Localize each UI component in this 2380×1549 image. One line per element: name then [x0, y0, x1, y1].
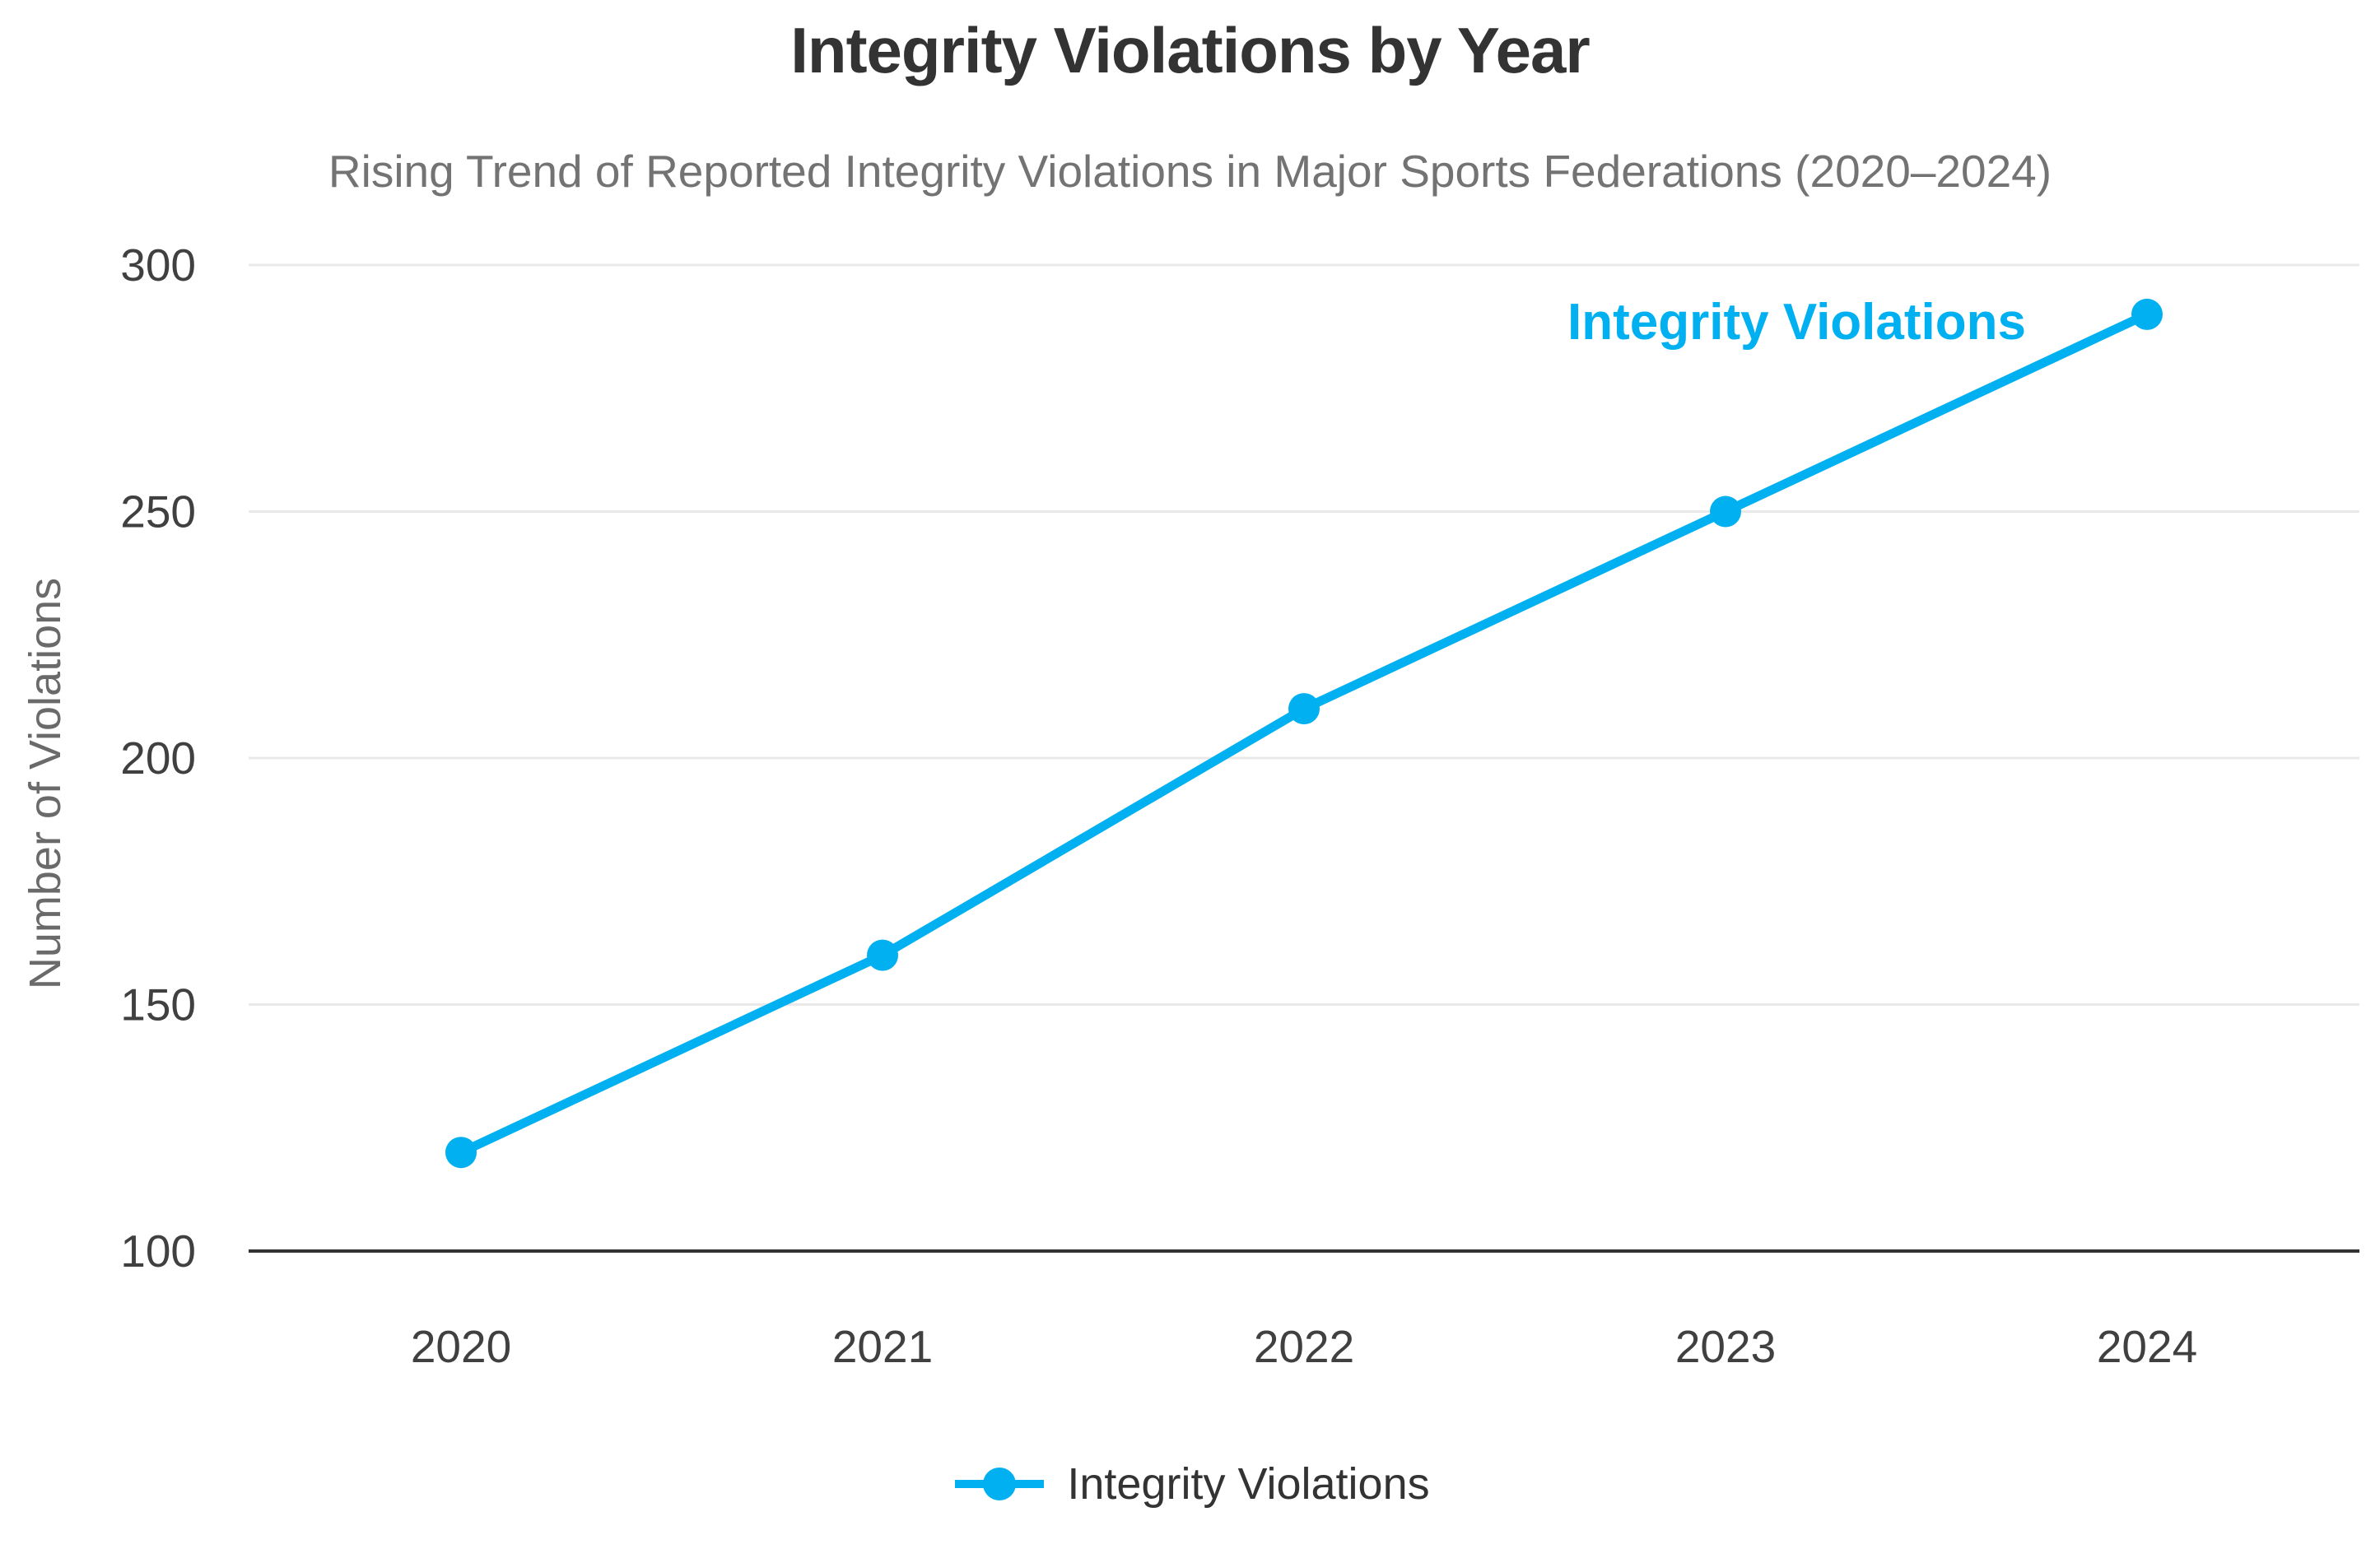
- series-line: [456, 309, 2152, 1157]
- chart-title: Integrity Violations by Year: [790, 14, 1590, 86]
- y-tick-label: 250: [120, 486, 196, 537]
- x-tick-label: 2023: [1675, 1321, 1776, 1372]
- chart-subtitle: Rising Trend of Reported Integrity Viola…: [328, 146, 2052, 197]
- data-point: [445, 1137, 477, 1169]
- x-tick-label: 2020: [411, 1321, 511, 1372]
- data-point: [1710, 495, 1741, 528]
- data-point: [867, 939, 898, 971]
- data-point: [1288, 693, 1320, 725]
- y-tick-label: 200: [120, 733, 196, 784]
- legend-marker-dot: [983, 1468, 1017, 1500]
- y-tick-label: 300: [120, 240, 196, 291]
- data-point: [2131, 298, 2163, 330]
- y-tick-label: 150: [120, 979, 196, 1030]
- legend-label: Integrity Violations: [1067, 1459, 1430, 1509]
- series-label: Integrity Violations: [1567, 294, 2026, 351]
- x-tick-label: 2021: [832, 1321, 933, 1372]
- x-tick-label: 2024: [2097, 1321, 2197, 1372]
- legend: Integrity Violations: [0, 1455, 2380, 1513]
- legend-line-marker-icon: [955, 1468, 1045, 1500]
- x-tick-label: 2022: [1254, 1321, 1354, 1372]
- y-tick-label: 100: [120, 1226, 196, 1277]
